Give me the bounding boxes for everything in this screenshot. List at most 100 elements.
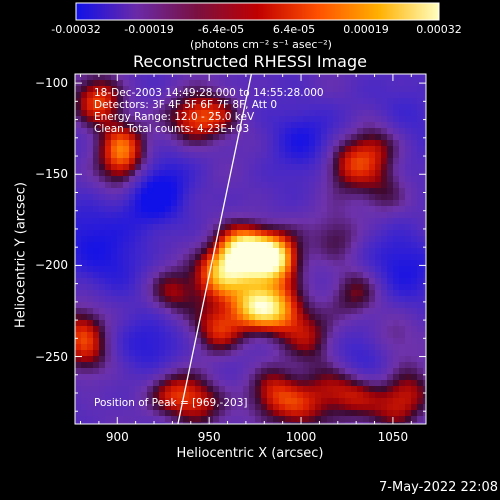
heatmap-cell xyxy=(135,284,142,291)
heatmap-cell xyxy=(405,296,412,303)
heatmap-cell xyxy=(249,146,256,153)
heatmap-cell xyxy=(165,182,172,189)
heatmap-cell xyxy=(123,98,130,105)
heatmap-cell xyxy=(285,170,292,177)
heatmap-cell xyxy=(399,284,406,291)
heatmap-cell xyxy=(129,80,136,87)
heatmap-cell xyxy=(357,242,364,249)
heatmap-cell xyxy=(369,284,376,291)
heatmap-cell xyxy=(315,350,322,357)
heatmap-cell xyxy=(171,254,178,261)
heatmap-cell xyxy=(207,140,214,147)
heatmap-cell xyxy=(81,356,88,363)
heatmap-cell xyxy=(219,416,226,423)
heatmap-cell xyxy=(363,338,370,345)
heatmap-cell xyxy=(291,416,298,423)
heatmap-cell xyxy=(129,338,136,345)
heatmap-cell xyxy=(219,248,226,255)
heatmap-cell xyxy=(189,374,196,381)
heatmap-cell xyxy=(165,116,172,123)
heatmap-cell xyxy=(147,404,154,411)
heatmap-cell xyxy=(303,320,310,327)
heatmap-cell xyxy=(237,248,244,255)
heatmap-cell xyxy=(393,296,400,303)
heatmap-cell xyxy=(279,302,286,309)
heatmap-cell xyxy=(189,398,196,405)
heatmap-cell xyxy=(159,326,166,333)
heatmap-cell xyxy=(405,386,412,393)
heatmap-cell xyxy=(291,266,298,273)
heatmap-cell xyxy=(105,416,112,423)
heatmap-cell xyxy=(129,212,136,219)
heatmap-cell xyxy=(183,362,190,369)
heatmap-cell xyxy=(393,218,400,225)
heatmap-cell xyxy=(327,170,334,177)
heatmap-cell xyxy=(423,74,426,81)
heatmap-cell xyxy=(153,122,160,129)
heatmap-cell xyxy=(417,410,424,417)
heatmap-cell xyxy=(195,338,202,345)
heatmap-cell xyxy=(123,188,130,195)
heatmap-cell xyxy=(117,164,124,171)
heatmap-cell xyxy=(87,176,94,183)
heatmap-cell xyxy=(75,374,82,381)
heatmap-cell xyxy=(237,272,244,279)
heatmap-cell xyxy=(249,236,256,243)
heatmap-cell xyxy=(129,110,136,117)
heatmap-cell xyxy=(159,320,166,327)
heatmap-cell xyxy=(345,326,352,333)
heatmap-cell xyxy=(369,272,376,279)
heatmap-cell xyxy=(423,110,426,117)
heatmap-cell xyxy=(297,152,304,159)
heatmap-cell xyxy=(315,80,322,87)
heatmap-cell xyxy=(279,230,286,237)
heatmap-cell xyxy=(129,404,136,411)
heatmap-cell xyxy=(165,74,172,81)
heatmap-cell xyxy=(129,350,136,357)
heatmap-cell xyxy=(141,338,148,345)
heatmap-cell xyxy=(381,410,388,417)
heatmap-cell xyxy=(393,368,400,375)
heatmap-cell xyxy=(261,188,268,195)
heatmap-cell xyxy=(249,92,256,99)
heatmap-cell xyxy=(99,308,106,315)
heatmap-cell xyxy=(165,92,172,99)
heatmap-cell xyxy=(381,86,388,93)
heatmap-cell xyxy=(423,326,426,333)
heatmap-cell xyxy=(111,242,118,249)
heatmap-cell xyxy=(309,344,316,351)
heatmap-cell xyxy=(75,218,82,225)
heatmap-cell xyxy=(417,314,424,321)
heatmap-cell xyxy=(273,236,280,243)
heatmap-cell xyxy=(135,74,142,81)
heatmap-cell xyxy=(237,260,244,267)
heatmap-cell xyxy=(189,134,196,141)
heatmap-cell xyxy=(105,386,112,393)
heatmap-cell xyxy=(273,170,280,177)
heatmap-cell xyxy=(165,308,172,315)
heatmap-cell xyxy=(333,350,340,357)
heatmap-cell xyxy=(405,356,412,363)
heatmap-cell xyxy=(189,200,196,207)
heatmap-cell xyxy=(285,410,292,417)
heatmap-cell xyxy=(399,236,406,243)
heatmap-cell xyxy=(141,302,148,309)
heatmap-cell xyxy=(105,308,112,315)
heatmap-cell xyxy=(327,302,334,309)
heatmap-cell xyxy=(159,278,166,285)
heatmap-cell xyxy=(183,170,190,177)
heatmap-cell xyxy=(297,170,304,177)
heatmap-cell xyxy=(345,230,352,237)
heatmap-cell xyxy=(261,80,268,87)
heatmap-cell xyxy=(285,86,292,93)
heatmap-cell xyxy=(177,386,184,393)
heatmap-cell xyxy=(303,104,310,111)
heatmap-cell xyxy=(99,164,106,171)
heatmap-cell xyxy=(357,320,364,327)
heatmap-cell xyxy=(231,344,238,351)
heatmap-cell xyxy=(183,350,190,357)
heatmap-cell xyxy=(423,158,426,165)
heatmap-cell xyxy=(219,98,226,105)
heatmap-cell xyxy=(369,182,376,189)
heatmap-cell xyxy=(129,86,136,93)
